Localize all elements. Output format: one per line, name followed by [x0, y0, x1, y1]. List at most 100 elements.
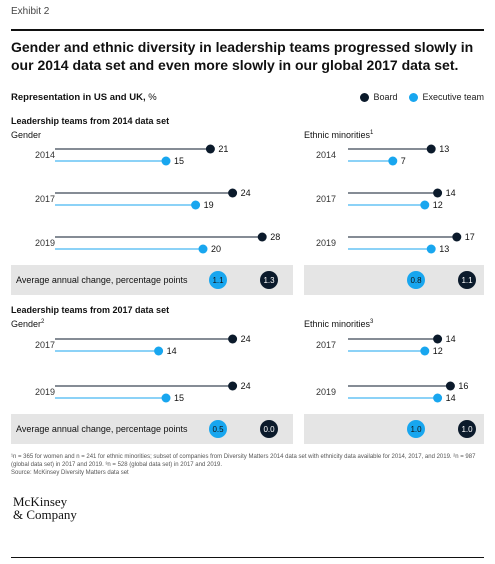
exec-dot — [191, 200, 201, 210]
avg-exec-value: 0.5 — [212, 425, 224, 434]
board-dot — [228, 381, 238, 391]
board-value-label: 28 — [270, 232, 280, 242]
board-value-label: 14 — [446, 188, 456, 198]
exec-dot — [388, 156, 398, 166]
avg-exec-circle — [407, 420, 425, 438]
exec-value-label: 12 — [433, 346, 443, 356]
panel-title-text: Gender — [11, 319, 42, 329]
board-value-label: 24 — [241, 334, 251, 344]
legend-board-label: Board — [373, 92, 398, 102]
top-rule — [11, 29, 484, 31]
year-label: 2014 — [316, 150, 336, 160]
legend-exec-label: Executive team — [422, 92, 484, 102]
avg-exec-circle — [209, 271, 227, 289]
exec-dot — [161, 156, 171, 166]
year-label: 2017 — [316, 340, 336, 350]
avg-change-band — [304, 265, 484, 295]
exec-value-label: 12 — [433, 200, 443, 210]
panel-title-sup: 1 — [370, 130, 374, 136]
exec-dot — [161, 393, 171, 403]
exec-value-label: 7 — [401, 156, 406, 166]
subtitle-unit: % — [145, 92, 157, 103]
panel-2017-gender-title: Gender2 — [11, 319, 44, 329]
board-value-label: 13 — [439, 144, 449, 154]
exec-dot — [154, 346, 164, 356]
year-label: 2017 — [35, 194, 55, 204]
bottom-rule — [11, 557, 484, 558]
board-dot — [228, 188, 238, 198]
exec-value-label: 15 — [174, 393, 184, 403]
source-note: Source: McKinsey Diversity Matters data … — [11, 470, 129, 476]
logo-line-1: McKinsey — [13, 494, 68, 509]
logo-line-2: & Company — [13, 507, 77, 522]
year-label: 2019 — [35, 238, 55, 248]
exec-dot — [420, 200, 430, 210]
footnote: ¹n = 365 for women and n = 241 for ethni… — [11, 454, 476, 468]
board-value-label: 24 — [241, 381, 251, 391]
year-label: 2017 — [316, 194, 336, 204]
exec-dot — [198, 244, 208, 254]
panel-2014-gender-title: Gender — [11, 130, 41, 140]
avg-change-band — [304, 414, 484, 444]
chart-subtitle: Representation in US and UK, % — [11, 92, 157, 103]
mckinsey-logo: McKinsey & Company — [13, 495, 77, 521]
avg-exec-value: 1.1 — [212, 276, 224, 285]
section-2017-heading: Leadership teams from 2017 data set — [11, 305, 170, 315]
board-dot — [426, 144, 436, 154]
avg-board-value: 1.0 — [461, 425, 473, 434]
avg-change-band — [11, 414, 293, 444]
year-label: 2019 — [35, 387, 55, 397]
legend: Board Executive team — [360, 92, 484, 102]
year-label: 2017 — [35, 340, 55, 350]
avg-exec-circle — [209, 420, 227, 438]
year-label: 2019 — [316, 387, 336, 397]
board-value-label: 24 — [241, 188, 251, 198]
legend-exec-dot — [409, 92, 419, 102]
panel-2017-ethnic-title: Ethnic minorities3 — [304, 319, 373, 329]
section-2014-heading: Leadership teams from 2014 data set — [11, 116, 170, 126]
chart-title: Gender and ethnic diversity in leadershi… — [11, 39, 474, 73]
year-label: 2014 — [35, 150, 55, 160]
year-label: 2019 — [316, 238, 336, 248]
avg-board-circle — [458, 420, 476, 438]
avg-exec-value: 0.8 — [410, 276, 422, 285]
avg-change-label: Average annual change, percentage points — [16, 424, 188, 434]
avg-exec-circle — [407, 271, 425, 289]
avg-exec-value: 1.0 — [410, 425, 422, 434]
exec-dot — [426, 244, 436, 254]
panel-title-sup: 3 — [370, 319, 374, 325]
panel-2014-ethnic-title: Ethnic minorities1 — [304, 130, 373, 140]
panel-title-text: Ethnic minorities — [304, 319, 371, 329]
board-dot — [445, 381, 455, 391]
exec-value-label: 13 — [439, 244, 449, 254]
board-value-label: 14 — [446, 334, 456, 344]
board-value-label: 21 — [218, 144, 228, 154]
legend-board-dot — [360, 92, 370, 102]
board-dot — [433, 334, 443, 344]
board-dot — [257, 232, 267, 242]
avg-board-circle — [458, 271, 476, 289]
board-value-label: 17 — [465, 232, 475, 242]
exec-value-label: 19 — [204, 200, 214, 210]
exec-value-label: 14 — [167, 346, 177, 356]
exec-dot — [433, 393, 443, 403]
exec-value-label: 15 — [174, 156, 184, 166]
board-value-label: 16 — [458, 381, 468, 391]
avg-board-value: 0.0 — [263, 425, 275, 434]
exec-value-label: 14 — [446, 393, 456, 403]
exec-value-label: 20 — [211, 244, 221, 254]
exhibit-label: Exhibit 2 — [11, 6, 50, 17]
avg-change-band — [11, 265, 293, 295]
panel-title-sup: 2 — [41, 319, 45, 325]
avg-board-circle — [260, 420, 278, 438]
avg-board-circle — [260, 271, 278, 289]
board-dot — [205, 144, 215, 154]
subtitle-text: Representation in US and UK, — [11, 92, 146, 103]
avg-change-label: Average annual change, percentage points — [16, 275, 188, 285]
board-dot — [228, 334, 238, 344]
board-dot — [433, 188, 443, 198]
panel-title-text: Gender — [11, 130, 42, 140]
panel-title-text: Ethnic minorities — [304, 130, 371, 140]
board-dot — [452, 232, 462, 242]
avg-board-value: 1.1 — [461, 276, 473, 285]
